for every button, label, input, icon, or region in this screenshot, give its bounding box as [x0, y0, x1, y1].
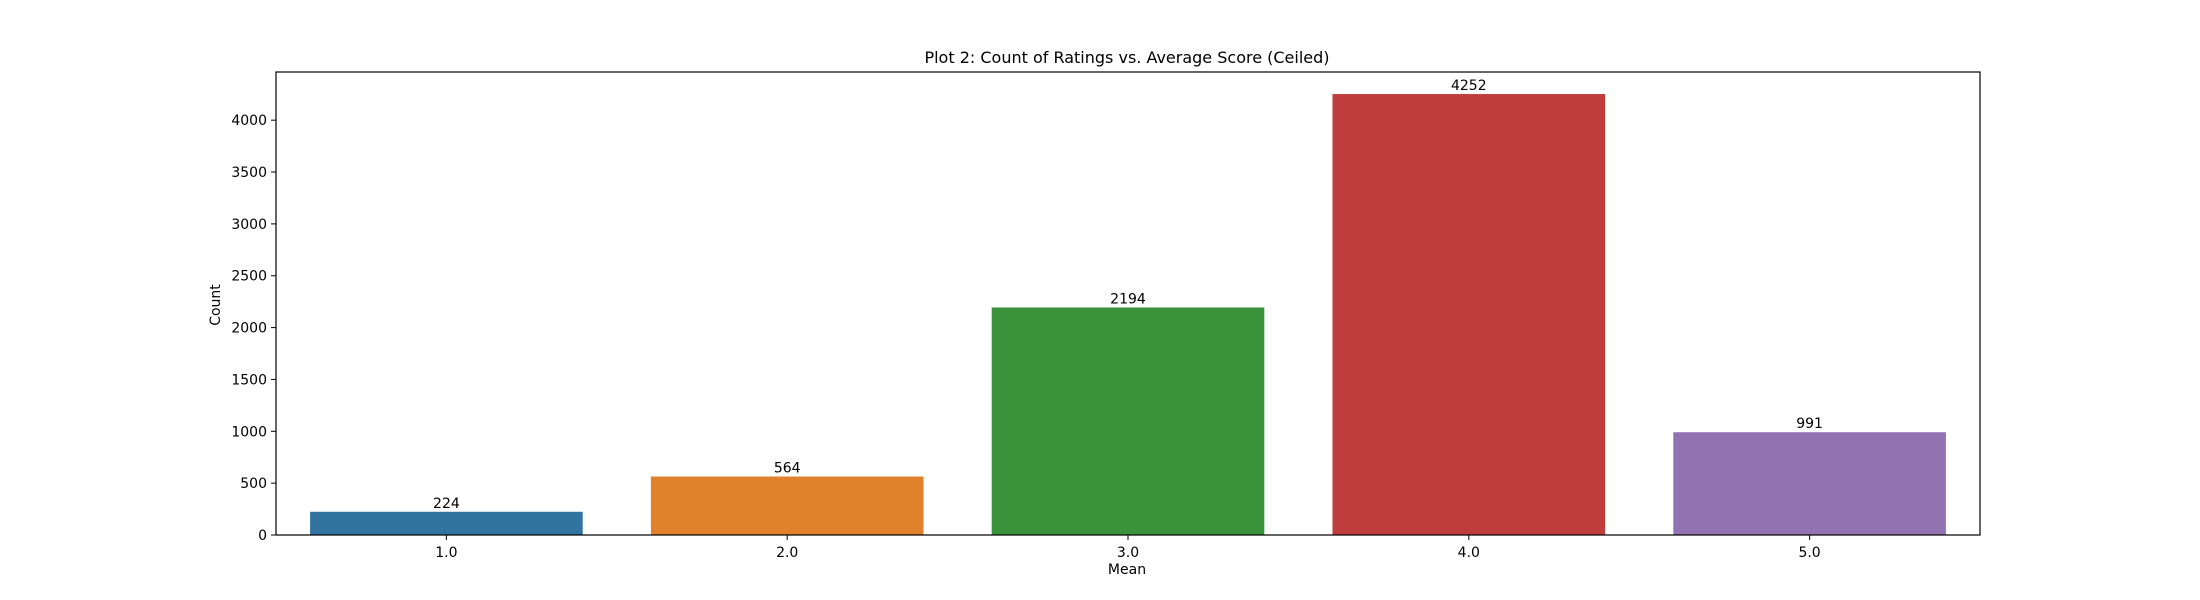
y-tick-label-500: 500 — [240, 476, 267, 492]
data-label-2.0: 564 — [774, 461, 801, 477]
y-tick-label-4000: 4000 — [231, 113, 267, 129]
y-tick-label-1000: 1000 — [231, 424, 267, 440]
data-label-5.0: 991 — [1796, 416, 1823, 432]
x-tick-label-5.0: 5.0 — [1798, 545, 1820, 561]
plot-frame — [275, 71, 1981, 536]
y-tick-label-1500: 1500 — [231, 372, 267, 388]
y-tick-label-0: 0 — [258, 528, 267, 544]
x-tick-label-4.0: 4.0 — [1458, 545, 1480, 561]
bars-group — [310, 94, 1946, 536]
x-axis-label: Mean — [1108, 562, 1146, 578]
y-tick-label-3500: 3500 — [231, 165, 267, 181]
y-tick-label-2500: 2500 — [231, 269, 267, 285]
bar-3.0 — [991, 307, 1265, 535]
data-labels-group: 224 564 2194 4252 991 — [433, 78, 1823, 512]
data-label-3.0: 2194 — [1110, 291, 1146, 307]
y-tick-label-3000: 3000 — [231, 217, 267, 233]
x-axis: 1.0 2.0 3.0 4.0 5.0 — [435, 535, 1821, 561]
bar-5.0 — [1673, 432, 1946, 535]
bar-2.0 — [650, 476, 924, 535]
data-label-1.0: 224 — [433, 496, 460, 512]
x-tick-label-3.0: 3.0 — [1117, 545, 1139, 561]
bar-1.0 — [310, 511, 583, 535]
x-tick-label-1.0: 1.0 — [435, 545, 457, 561]
data-label-4.0: 4252 — [1451, 78, 1487, 94]
y-tick-label-2000: 2000 — [231, 321, 267, 337]
y-axis-label: Count — [208, 284, 224, 326]
chart-title: Plot 2: Count of Ratings vs. Average Sco… — [924, 48, 1329, 67]
bar-4.0 — [1332, 94, 1606, 536]
y-axis: 0 500 1000 1500 2000 2500 3000 3500 4000 — [231, 113, 276, 544]
x-tick-label-2.0: 2.0 — [776, 545, 798, 561]
